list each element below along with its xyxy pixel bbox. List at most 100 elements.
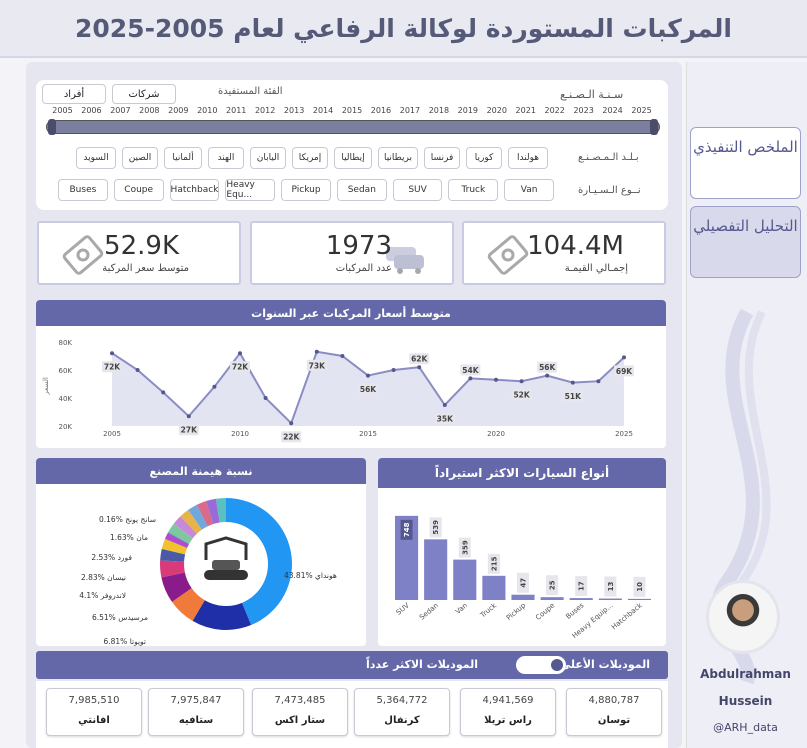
kpi-label: إجمـالي القيمـة bbox=[564, 263, 628, 274]
year-tick[interactable]: 2008 bbox=[139, 106, 160, 115]
model-card[interactable]: 4,941,569 راس تريلا bbox=[460, 688, 556, 736]
donut-slice-other bbox=[168, 523, 193, 544]
type-filter-chips: Van Truck SUV Sedan Pickup Heavy Equ... Hatchb… bbox=[58, 179, 554, 201]
avg-price-line-chart[interactable]: 20K 40K 60K 80K السعر 72K 27K 72K 22K 73K 56K 62K 35… bbox=[36, 326, 666, 448]
country-chip[interactable]: بريطانيا bbox=[378, 147, 418, 169]
year-tick[interactable]: 2007 bbox=[110, 106, 131, 115]
country-chip[interactable]: اليابان bbox=[250, 147, 286, 169]
country-chip[interactable]: السويد bbox=[76, 147, 116, 169]
type-chip[interactable]: Sedan bbox=[336, 179, 387, 201]
country-chip[interactable]: إيطاليا bbox=[334, 147, 372, 169]
year-tick[interactable]: 2025 bbox=[631, 106, 652, 115]
year-tick[interactable]: 2024 bbox=[602, 106, 623, 115]
year-tick[interactable]: 2005 bbox=[52, 106, 73, 115]
data-point bbox=[212, 384, 217, 389]
year-tick[interactable]: 2018 bbox=[428, 106, 450, 115]
type-chip[interactable]: Buses bbox=[58, 179, 108, 201]
data-point bbox=[366, 373, 370, 378]
vehicle-types-bar-chart[interactable]: 748 SUV 539 Sedan 359 Van 215 Truck 47 Pickup 25 Co… bbox=[378, 488, 666, 646]
year-tick[interactable]: 2020 bbox=[486, 106, 507, 115]
country-chip[interactable]: إمريكا bbox=[292, 147, 328, 169]
model-card[interactable]: 7,975,847 ستافيه bbox=[148, 688, 244, 736]
data-label: 72K bbox=[104, 363, 121, 372]
donut-label: 6.51% مرسيدس bbox=[92, 613, 148, 622]
model-value: 7,473,485 bbox=[274, 695, 326, 706]
data-label-bg bbox=[537, 361, 558, 373]
year-tick[interactable]: 2010 bbox=[197, 106, 218, 115]
bar bbox=[453, 559, 477, 600]
year-tick[interactable]: 2009 bbox=[168, 106, 189, 115]
data-label-bg bbox=[102, 361, 122, 373]
audience-individuals-button[interactable]: أفراد bbox=[42, 84, 106, 104]
type-filter-label: نــوع الـسـيـارة bbox=[578, 185, 641, 196]
country-chip[interactable]: فرنسا bbox=[424, 147, 460, 169]
donut-label: 6.81% تويوتا bbox=[103, 637, 146, 646]
year-tick[interactable]: 2014 bbox=[312, 106, 334, 115]
model-card[interactable]: 4,880,787 توسان bbox=[566, 688, 662, 736]
model-name: توسان bbox=[597, 715, 631, 726]
nav-executive-summary[interactable]: الملخص التنفيذي bbox=[690, 127, 801, 199]
audience-filter-label: الفئة المستفيدة bbox=[218, 86, 283, 97]
year-tick[interactable]: 2023 bbox=[573, 106, 594, 115]
data-label-bg bbox=[178, 424, 199, 436]
country-chip[interactable]: ألمانيا bbox=[164, 147, 202, 169]
data-label: 73K bbox=[309, 361, 326, 370]
audience-companies-button[interactable]: شركات bbox=[112, 84, 176, 104]
y-tick-label: 20K bbox=[59, 423, 73, 431]
avatar bbox=[706, 580, 780, 654]
type-chip[interactable]: Pickup bbox=[281, 179, 331, 201]
country-chip[interactable]: الصين bbox=[122, 147, 158, 169]
type-chip[interactable]: Coupe bbox=[113, 179, 164, 201]
year-tick[interactable]: 2013 bbox=[283, 106, 305, 115]
model-card[interactable]: 7,473,485 ستار اكس bbox=[252, 688, 348, 736]
model-card[interactable]: 7,985,510 افانتي bbox=[46, 688, 142, 736]
year-tick[interactable]: 2011 bbox=[226, 106, 247, 115]
type-chip[interactable]: Truck bbox=[448, 179, 499, 201]
year-tick[interactable]: 2016 bbox=[370, 106, 392, 115]
data-point bbox=[519, 379, 524, 384]
x-tick-label: 2025 bbox=[615, 430, 633, 438]
bar-category-label: Truck bbox=[478, 601, 499, 620]
model-card[interactable]: 5,364,772 كرنفال bbox=[354, 688, 450, 736]
year-tick[interactable]: 2015 bbox=[341, 106, 363, 115]
data-label-bg bbox=[281, 431, 302, 443]
data-label-bg bbox=[306, 359, 327, 371]
data-point bbox=[340, 354, 345, 358]
country-filter-chips: هولندا كوريا فرنسا بريطانيا إيطاليا إمريكا الي… bbox=[58, 147, 548, 169]
kpi-value: 1973 bbox=[325, 231, 392, 261]
nav-detailed-analysis[interactable]: التحليل التفصيلي bbox=[690, 206, 801, 278]
year-tick[interactable]: 2021 bbox=[515, 106, 536, 115]
data-label: 22K bbox=[283, 433, 300, 442]
type-chip[interactable]: Van bbox=[504, 179, 554, 201]
bar bbox=[569, 598, 593, 600]
type-chip[interactable]: Hatchback bbox=[169, 179, 220, 201]
slider-end-handle[interactable] bbox=[650, 119, 658, 135]
bar-label-bg bbox=[575, 576, 588, 597]
year-tick[interactable]: 2012 bbox=[254, 106, 276, 115]
manufacturer-donut-chart[interactable]: 43.81% هونداي14.67% كيا6.81% تويوتا6.51%… bbox=[36, 484, 366, 646]
bar-value-label: 13 bbox=[607, 582, 615, 592]
country-chip[interactable]: كوريا bbox=[466, 147, 502, 169]
donut-slice bbox=[164, 532, 190, 549]
type-chip[interactable]: SUV bbox=[392, 179, 443, 201]
year-range-slider[interactable] bbox=[46, 119, 660, 135]
year-tick[interactable]: 2022 bbox=[544, 106, 565, 115]
models-toggle-switch[interactable] bbox=[516, 656, 566, 674]
country-chip[interactable]: هولندا bbox=[508, 147, 548, 169]
slider-start-handle[interactable] bbox=[48, 119, 56, 135]
bar-value-label: 47 bbox=[520, 578, 528, 588]
year-tick[interactable]: 2017 bbox=[399, 106, 421, 115]
x-tick-label: 2010 bbox=[231, 430, 249, 438]
avg-price-panel: متوسط أسعار المركبات عبر السنوات 20K 40K 6… bbox=[36, 300, 666, 448]
car-icon bbox=[212, 560, 240, 570]
donut-slice bbox=[167, 532, 190, 545]
year-tick[interactable]: 2019 bbox=[457, 106, 478, 115]
data-label-bg bbox=[230, 361, 250, 373]
type-chip[interactable]: Heavy Equ... bbox=[225, 179, 276, 201]
y-axis-label: السعر bbox=[42, 377, 50, 396]
donut-label: 4.1% لاندروفر bbox=[79, 591, 126, 600]
data-point bbox=[468, 376, 473, 381]
donut-slice-other bbox=[188, 504, 208, 530]
country-chip[interactable]: الهند bbox=[208, 147, 244, 169]
year-tick[interactable]: 2006 bbox=[81, 106, 102, 115]
